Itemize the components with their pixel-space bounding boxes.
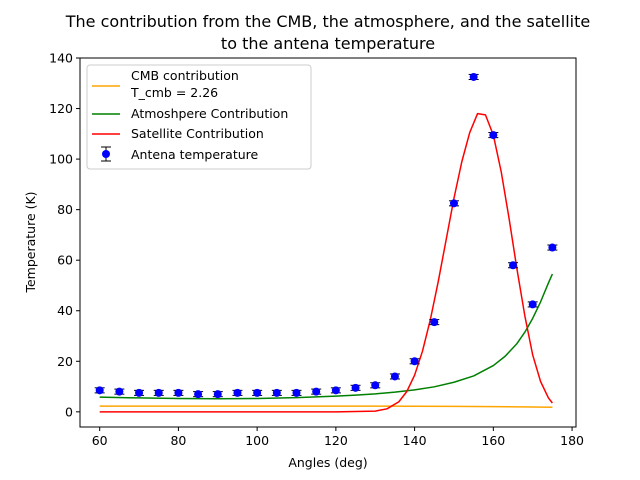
- data-point: [271, 388, 282, 397]
- legend-label: Atmoshpere Contribution: [131, 106, 288, 121]
- point-marker: [312, 387, 321, 396]
- legend-label: T_cmb = 2.26: [130, 85, 218, 100]
- point-marker: [154, 388, 163, 397]
- chart-title-line2: to the antena temperature: [221, 34, 435, 53]
- point-marker: [194, 390, 203, 399]
- legend: CMB contribution T_cmb = 2.26 Atmoshpere C…: [86, 64, 312, 170]
- legend-item: Atmoshpere Contribution: [92, 106, 288, 121]
- legend-label: Satellite Contribution: [131, 126, 264, 141]
- x-tick-label: 160: [481, 433, 505, 448]
- chart-title-line1: The contribution from the CMB, the atmos…: [65, 12, 590, 31]
- point-marker: [233, 388, 242, 397]
- ticks-layer: 60 80 100 120 140 160 180 0 20 40 60 80 100 120 140: [49, 51, 584, 449]
- point-marker: [489, 131, 498, 140]
- x-tick-label: 80: [170, 433, 186, 448]
- y-tick-label: 0: [65, 404, 73, 419]
- data-point: [508, 261, 519, 270]
- legend-item: CMB contribution T_cmb = 2.26: [92, 68, 239, 100]
- data-point: [370, 381, 381, 390]
- data-point: [291, 388, 302, 397]
- legend-item: Satellite Contribution: [92, 126, 264, 141]
- data-point: [429, 318, 440, 327]
- legend-swatch-marker: [102, 150, 110, 158]
- point-marker: [253, 388, 262, 397]
- data-point: [350, 383, 361, 392]
- point-marker: [135, 388, 144, 397]
- point-marker: [115, 387, 124, 396]
- point-marker: [331, 386, 340, 395]
- point-marker: [528, 300, 537, 309]
- y-tick-label: 80: [57, 202, 73, 217]
- point-marker: [509, 261, 518, 270]
- data-point: [173, 388, 184, 397]
- point-marker: [292, 388, 301, 397]
- y-axis-label: Temperature (K): [23, 191, 38, 293]
- data-point: [311, 387, 322, 396]
- x-tick-label: 100: [245, 433, 269, 448]
- y-tick-label: 100: [49, 152, 73, 167]
- data-point: [330, 386, 341, 395]
- x-tick-label: 120: [324, 433, 348, 448]
- point-marker: [95, 386, 104, 395]
- series-line-atmoshpere-contribution: [99, 273, 554, 400]
- x-tick-label: 180: [560, 433, 584, 448]
- data-point: [114, 387, 125, 396]
- point-marker: [449, 199, 458, 208]
- point-marker: [430, 318, 439, 327]
- legend-item: Antena temperature: [101, 146, 259, 162]
- data-point: [134, 388, 145, 397]
- point-marker: [410, 357, 419, 366]
- point-marker: [272, 388, 281, 397]
- data-point: [212, 390, 223, 399]
- data-point: [252, 388, 263, 397]
- data-point: [389, 372, 400, 381]
- point-marker: [371, 381, 380, 390]
- point-marker: [548, 243, 557, 252]
- data-point: [468, 72, 479, 81]
- data-point: [409, 357, 420, 366]
- y-tick-label: 20: [57, 354, 73, 369]
- point-marker: [390, 372, 399, 381]
- series-line-cmb-contribution: [99, 405, 553, 409]
- x-tick-label: 60: [92, 433, 108, 448]
- legend-label: CMB contribution: [131, 68, 239, 83]
- y-tick-label: 60: [57, 253, 73, 268]
- data-point: [232, 388, 243, 397]
- legend-box: [86, 64, 312, 170]
- point-marker: [213, 390, 222, 399]
- legend-label: Antena temperature: [131, 147, 259, 162]
- data-point: [94, 386, 105, 395]
- plot-frame: [79, 57, 577, 428]
- y-tick-label: 140: [49, 51, 73, 66]
- y-tick-label: 40: [57, 303, 73, 318]
- data-point: [527, 300, 538, 309]
- data-point: [547, 243, 558, 252]
- point-marker: [174, 388, 183, 397]
- data-layer: [94, 72, 558, 413]
- data-point: [488, 131, 499, 140]
- y-tick-label: 120: [49, 101, 73, 116]
- data-point: [193, 390, 204, 399]
- point-marker: [469, 72, 478, 81]
- x-tick-label: 140: [403, 433, 427, 448]
- series-line-satellite-contribution: [99, 112, 553, 413]
- data-point: [153, 388, 164, 397]
- data-point: [448, 199, 459, 208]
- x-axis-label: Angles (deg): [288, 455, 367, 470]
- point-marker: [351, 383, 360, 392]
